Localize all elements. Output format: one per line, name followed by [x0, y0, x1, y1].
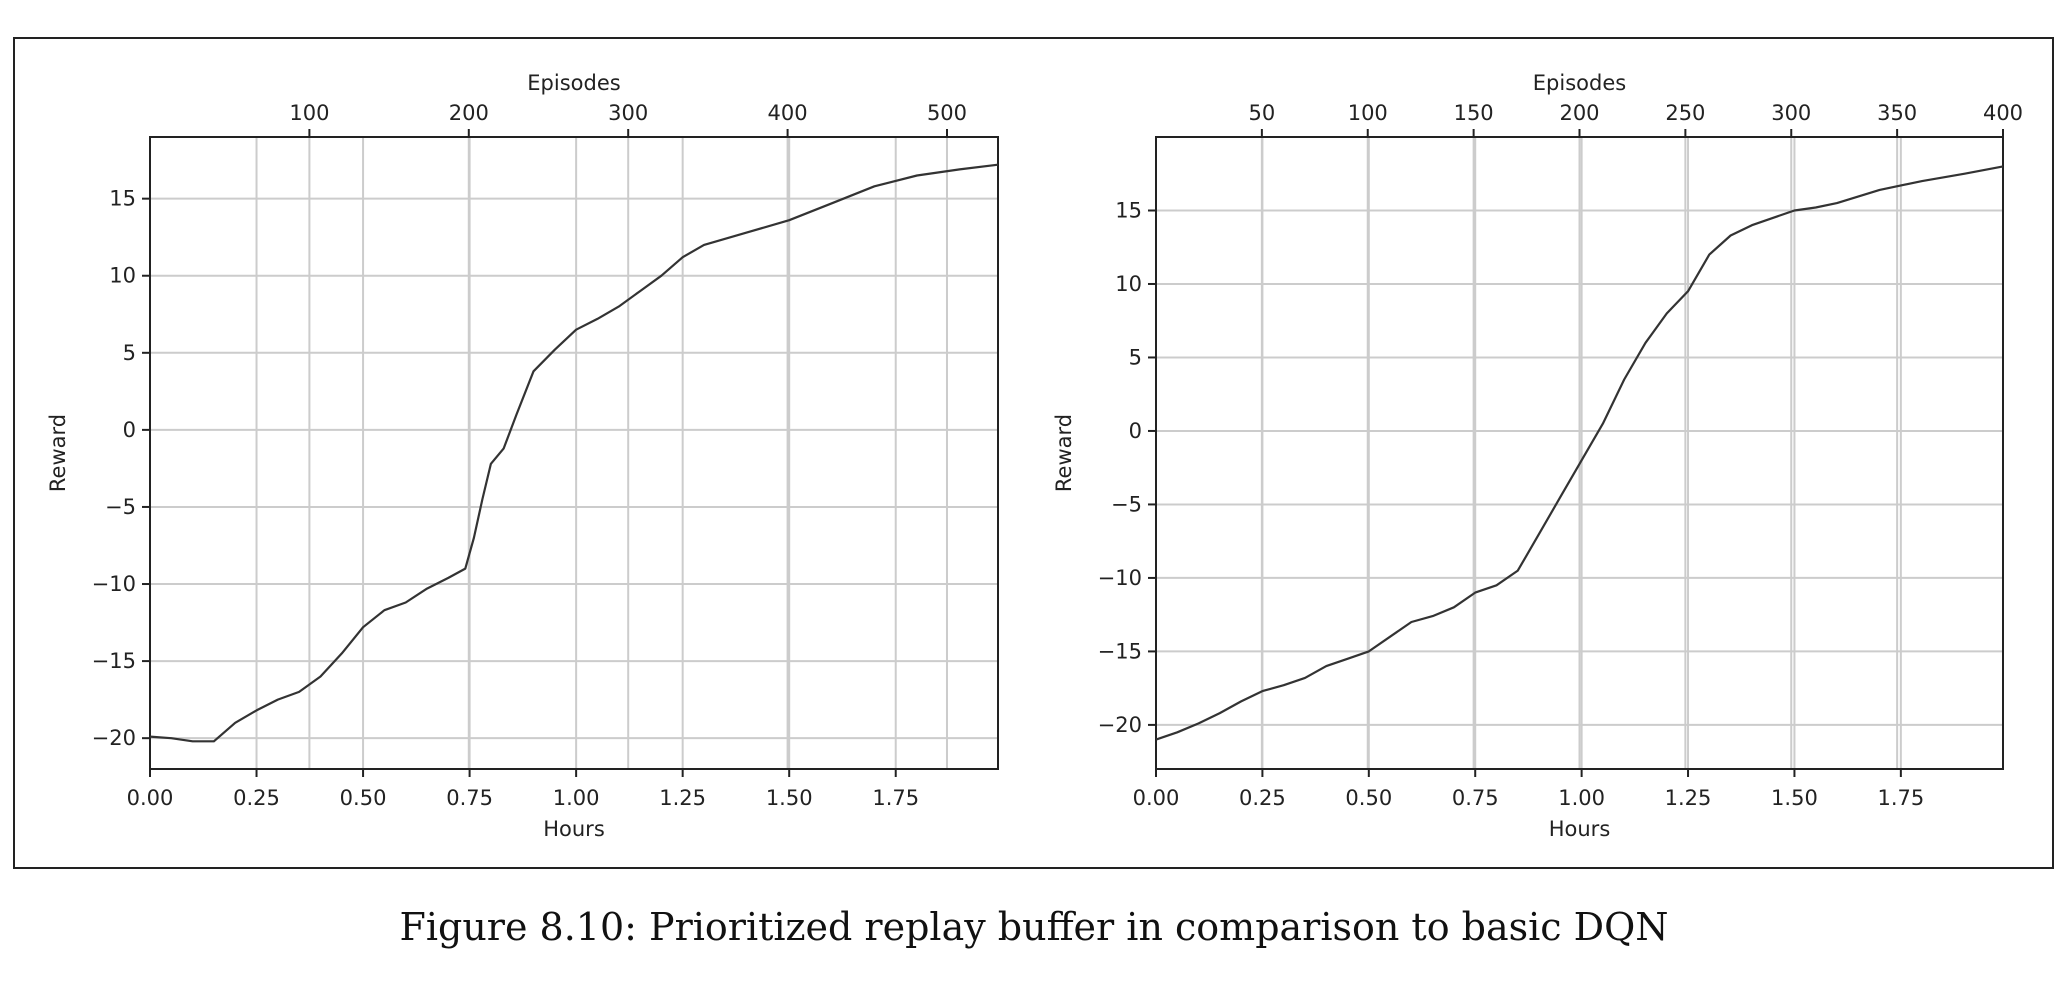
secondary-x-tick-label: 350 — [1877, 101, 1917, 125]
y-tick-label: 15 — [109, 187, 136, 211]
secondary-x-tick-label: 150 — [1454, 101, 1494, 125]
x-tick-label: 0.75 — [446, 786, 493, 810]
y-tick-label: 10 — [1115, 272, 1142, 296]
secondary-x-axis-label: Episodes — [527, 71, 620, 95]
x-tick-label: 1.25 — [659, 786, 706, 810]
figure-frame — [13, 37, 2054, 869]
y-tick-label: −10 — [92, 572, 136, 596]
x-tick-label: 1.00 — [1558, 786, 1605, 810]
secondary-x-tick-label: 200 — [1559, 101, 1599, 125]
x-tick-label: 0.50 — [1345, 786, 1392, 810]
x-axis-label: Hours — [1549, 817, 1611, 841]
x-tick-label: 0.00 — [1133, 786, 1180, 810]
secondary-x-tick-label: 300 — [1771, 101, 1811, 125]
y-axis-label: Reward — [46, 414, 70, 492]
x-tick-label: 0.75 — [1452, 786, 1499, 810]
y-tick-label: −5 — [1111, 492, 1142, 516]
x-tick-label: 1.00 — [553, 786, 600, 810]
y-tick-label: −15 — [1098, 639, 1142, 663]
y-tick-label: −15 — [92, 649, 136, 673]
y-tick-label: 5 — [1129, 345, 1142, 369]
figure-caption: Figure 8.10: Prioritized replay buffer i… — [399, 905, 1669, 949]
x-tick-label: 0.50 — [340, 786, 387, 810]
series-line-1 — [149, 163, 999, 743]
x-tick-label: 1.75 — [1877, 786, 1924, 810]
series-line-1 — [1155, 165, 2004, 741]
y-tick-label: 10 — [109, 264, 136, 288]
x-tick-label: 1.25 — [1665, 786, 1712, 810]
x-tick-label: 1.50 — [766, 786, 813, 810]
secondary-x-tick-label: 400 — [768, 101, 808, 125]
plot-frame — [149, 136, 999, 770]
x-tick-label: 1.50 — [1771, 786, 1818, 810]
y-tick-label: 15 — [1115, 198, 1142, 222]
secondary-x-axis-label: Episodes — [1533, 71, 1626, 95]
secondary-x-tick-label: 50 — [1249, 101, 1276, 125]
x-tick-label: 0.25 — [233, 786, 280, 810]
secondary-x-tick-label: 200 — [449, 101, 489, 125]
x-tick-label: 0.00 — [127, 786, 174, 810]
y-tick-label: −10 — [1098, 566, 1142, 590]
y-axis-label: Reward — [1052, 414, 1076, 492]
y-tick-label: 5 — [123, 341, 136, 365]
x-axis-label: Hours — [543, 817, 605, 841]
secondary-x-tick-label: 100 — [1348, 101, 1388, 125]
y-tick-label: 0 — [1129, 419, 1142, 443]
y-tick-label: −20 — [1098, 713, 1142, 737]
secondary-x-tick-label: 250 — [1665, 101, 1705, 125]
secondary-x-tick-label: 500 — [927, 101, 967, 125]
y-tick-label: −5 — [105, 495, 136, 519]
secondary-x-tick-label: 100 — [289, 101, 329, 125]
secondary-x-tick-label: 400 — [1983, 101, 2023, 125]
x-tick-label: 1.75 — [872, 786, 919, 810]
y-tick-label: 0 — [123, 418, 136, 442]
secondary-x-tick-label: 300 — [608, 101, 648, 125]
x-tick-label: 0.25 — [1239, 786, 1286, 810]
y-tick-label: −20 — [92, 726, 136, 750]
